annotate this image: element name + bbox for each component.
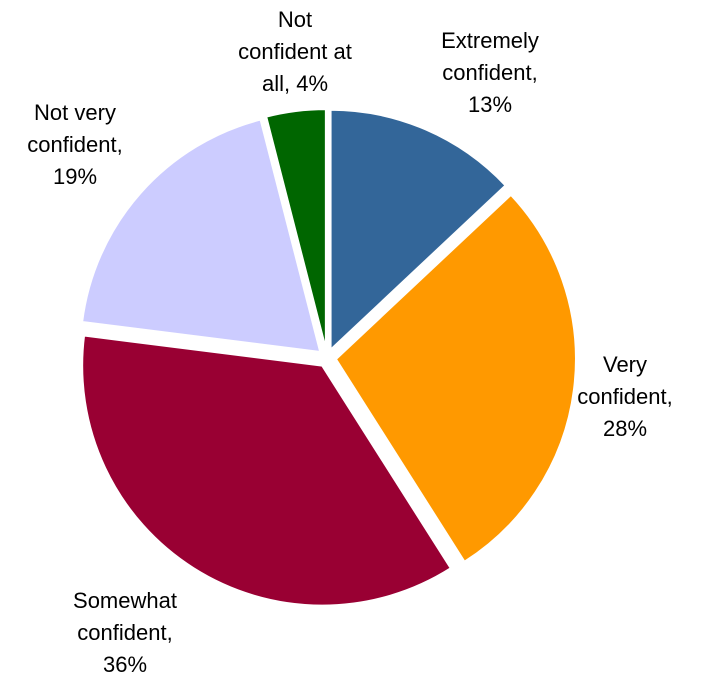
slice-label-line: Not very [34, 100, 116, 125]
slice-label-not-very-confident: Not very confident, 19% [27, 100, 122, 189]
slice-label-line: confident at [238, 39, 352, 64]
slice-label-line: Somewhat [73, 588, 177, 613]
slice-label-extremely-confident: Extremely confident, 13% [441, 28, 539, 117]
slice-label-line: 36% [103, 652, 147, 677]
slice-label-line: confident, [27, 132, 122, 157]
slice-label-line: confident, [77, 620, 172, 645]
pie-slice-not-confident-at-all [264, 108, 327, 350]
slice-label-line: 13% [468, 92, 512, 117]
slice-label-very-confident: Very confident, 28% [577, 352, 672, 441]
slice-label-somewhat-confident: Somewhat confident, 36% [73, 588, 177, 677]
slice-label-line: all, 4% [262, 71, 328, 96]
slice-label-line: confident, [442, 60, 537, 85]
slices-layer [81, 108, 577, 607]
pie-slice-somewhat-confident [81, 334, 453, 607]
slice-label-line: Very [603, 352, 647, 377]
slice-label-line: 19% [53, 164, 97, 189]
pie-slice-extremely-confident [329, 108, 507, 353]
slice-label-line: Not [278, 7, 312, 32]
labels-layer: Extremely confident, 13% Very confident, 28% S… [27, 7, 672, 677]
pie-slice-very-confident [334, 193, 577, 564]
slice-label-line: Extremely [441, 28, 539, 53]
slice-label-not-confident-at-all: Not confident at all, 4% [238, 7, 352, 96]
pie-slice-not-very-confident [81, 118, 322, 354]
slice-label-line: 28% [603, 416, 647, 441]
slice-label-line: confident, [577, 384, 672, 409]
